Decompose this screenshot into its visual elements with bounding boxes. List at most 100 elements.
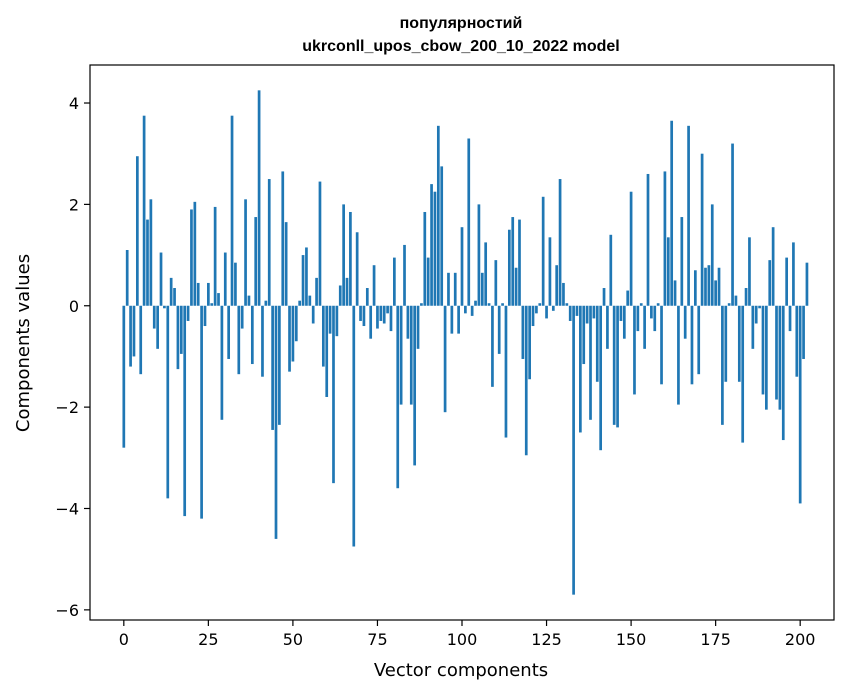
bar-15 — [173, 288, 176, 306]
bar-90 — [426, 257, 430, 306]
bar-35 — [240, 305, 244, 329]
bar-119 — [524, 305, 528, 456]
bar-18 — [183, 305, 187, 517]
bar-125 — [545, 305, 548, 319]
bar-36 — [244, 199, 247, 306]
bar-80 — [393, 257, 396, 306]
bar-139 — [592, 305, 596, 319]
bar-24 — [203, 305, 207, 327]
bar-86 — [413, 305, 417, 466]
bar-46 — [278, 305, 281, 425]
bar-112 — [501, 303, 504, 306]
bar-1 — [125, 250, 129, 306]
bar-159 — [660, 305, 663, 385]
x-tick-label-1: 25 — [198, 630, 218, 649]
bar-52 — [298, 300, 302, 306]
bar-141 — [599, 305, 603, 451]
bar-150 — [629, 191, 633, 306]
bar-95 — [443, 305, 447, 413]
x-axis-ticks: 0 25 50 75 100 125 150 175 200 — [119, 620, 815, 649]
bar-143 — [606, 305, 609, 349]
bar-188 — [758, 305, 761, 309]
bar-186 — [751, 305, 755, 349]
bar-184 — [744, 288, 748, 306]
bar-114 — [507, 229, 511, 306]
bar-187 — [754, 305, 758, 324]
bar-103 — [470, 305, 474, 316]
bar-152 — [636, 305, 640, 332]
bar-6 — [142, 115, 146, 306]
bar-176 — [717, 267, 721, 306]
bar-109 — [491, 305, 494, 387]
bar-134 — [575, 305, 579, 316]
bar-130 — [562, 282, 565, 306]
bar-156 — [650, 305, 653, 319]
bar-44 — [271, 305, 274, 430]
bar-70 — [359, 305, 362, 321]
bar-178 — [724, 305, 728, 382]
bar-88 — [420, 303, 423, 306]
bar-171 — [700, 153, 704, 306]
bar-131 — [565, 303, 569, 306]
bar-137 — [585, 305, 589, 324]
bar-66 — [345, 277, 349, 306]
bar-26 — [210, 303, 214, 306]
bar-60 — [325, 305, 329, 397]
bar-34 — [237, 305, 241, 375]
bar-154 — [643, 305, 646, 349]
bar-5 — [139, 305, 143, 375]
bar-132 — [568, 305, 572, 321]
chart-title-line-2: ukrconll_upos_cbow_200_10_2022 model — [302, 38, 619, 55]
bar-69 — [355, 232, 359, 306]
bar-72 — [365, 288, 369, 306]
bar-84 — [406, 305, 410, 339]
bar-193 — [775, 305, 778, 400]
bar-107 — [484, 242, 488, 306]
bar-0 — [122, 305, 126, 448]
bar-93 — [436, 125, 440, 306]
bar-167 — [687, 125, 690, 306]
bar-82 — [399, 305, 403, 405]
bar-155 — [646, 173, 650, 306]
bar-195 — [781, 305, 785, 441]
bar-20 — [190, 209, 193, 306]
bar-97 — [450, 305, 454, 334]
bar-87 — [416, 305, 420, 349]
bar-116 — [514, 267, 518, 306]
y-tick-label-3: 0 — [69, 297, 79, 316]
bar-38 — [250, 305, 254, 365]
x-tick-label-6: 150 — [616, 630, 647, 649]
bar-48 — [284, 222, 288, 306]
bar-174 — [710, 204, 714, 306]
bar-21 — [193, 201, 197, 306]
bar-120 — [528, 305, 531, 380]
bar-62 — [332, 305, 335, 484]
chart-title-line-1: популярностий — [400, 15, 523, 32]
bar-105 — [477, 204, 481, 306]
bar-115 — [511, 217, 515, 306]
bar-49 — [288, 305, 291, 372]
bar-142 — [602, 288, 606, 306]
bar-136 — [582, 305, 586, 365]
bar-12 — [163, 305, 166, 309]
bar-59 — [321, 305, 325, 367]
bar-71 — [362, 305, 366, 327]
bar-145 — [612, 305, 616, 425]
bar-190 — [765, 305, 768, 410]
bar-29 — [220, 305, 224, 420]
bar-180 — [731, 143, 734, 306]
bar-23 — [200, 305, 203, 519]
bar-104 — [474, 300, 477, 306]
bar-58 — [318, 181, 322, 306]
bar-113 — [504, 305, 508, 438]
x-tick-label-0: 0 — [119, 630, 129, 649]
x-tick-label-5: 125 — [531, 630, 562, 649]
bar-127 — [551, 305, 555, 311]
bar-68 — [352, 305, 356, 547]
bar-32 — [230, 115, 234, 306]
y-tick-label-2: −2 — [55, 398, 79, 417]
bar-27 — [213, 206, 217, 306]
bar-160 — [663, 171, 667, 306]
bar-37 — [247, 295, 251, 306]
